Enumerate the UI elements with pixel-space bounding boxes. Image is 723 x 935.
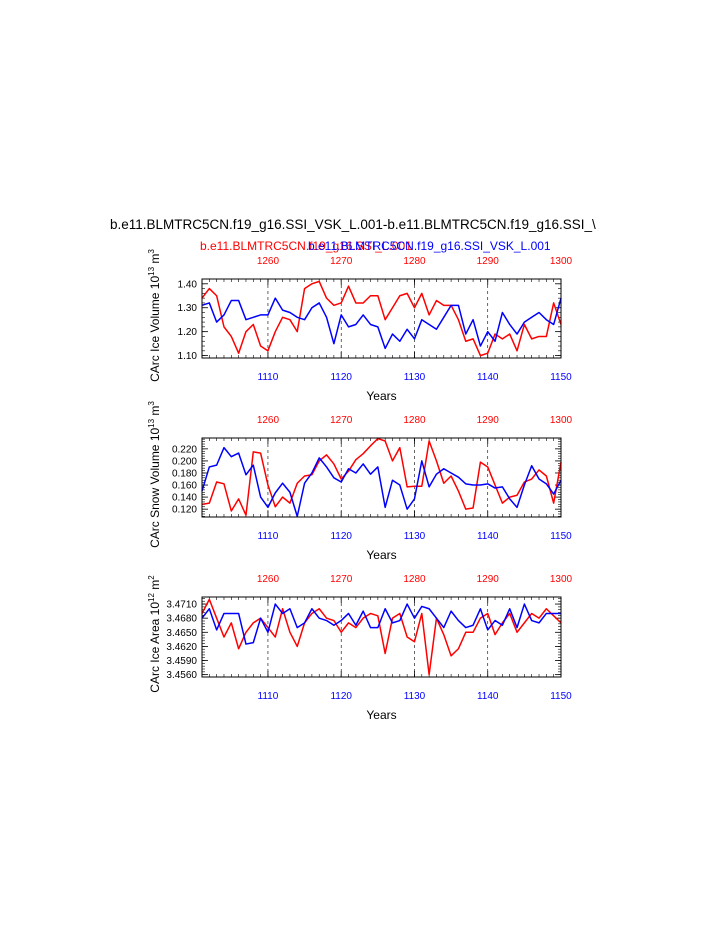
top-tick-label: 1300 [550, 574, 573, 585]
top-tick-label: 1260 [257, 574, 280, 585]
top-tick-label: 1300 [550, 256, 573, 267]
top-tick-label: 1260 [257, 415, 280, 426]
top-tick-label: 1290 [477, 256, 500, 267]
x-tick-label: 1120 [330, 531, 352, 542]
x-axis-label: Years [366, 708, 396, 722]
series-line-red [201, 280, 562, 357]
y-axis-label-part: CArc Ice Area 10 [148, 602, 162, 693]
top-tick-label: 1300 [550, 415, 573, 426]
y-axis-label-part: 12 [147, 593, 156, 602]
chart-panel-1: 1110 1120 1130 1140 1150 1260 1270 1280 1290 1300… [147, 249, 573, 403]
y-tick-label: 1.20 [178, 327, 198, 338]
series-line-blue [201, 297, 562, 350]
top-tick-label: 1270 [330, 574, 353, 585]
y-tick-label: 0.220 [172, 444, 197, 455]
y-tick-label: 0.180 [172, 468, 197, 479]
legend-red-label: b.e11.BLMTRC5CN.f19_g16.SSI_L.001 [200, 239, 412, 253]
y-tick-label: 3.4680 [166, 614, 197, 625]
x-tick-label: 1130 [404, 372, 426, 383]
x-tick-label: 1140 [477, 531, 499, 542]
plot-frame [201, 437, 562, 518]
y-axis-label-part: 3 [147, 249, 156, 254]
y-tick-label: 3.4590 [166, 656, 197, 667]
x-tick-label: 1120 [330, 372, 352, 383]
y-tick-label: 1.40 [178, 279, 198, 290]
y-tick-label: 3.4710 [166, 600, 197, 611]
plot-frame [201, 278, 562, 359]
y-tick-label: 0.160 [172, 481, 197, 492]
y-tick-label: 3.4650 [166, 628, 197, 639]
y-axis-label-part: CArc Snow Volume 10 [148, 427, 162, 547]
legend-blue-label: b.e11.BLMTRC5CN.f19_g16.SSI_VSK_L.001 [308, 239, 551, 253]
top-tick-label: 1280 [403, 415, 426, 426]
x-tick-label: 1150 [550, 531, 572, 542]
x-axis-label: Years [366, 548, 396, 562]
y-axis-label-part: m [148, 580, 162, 593]
y-tick-label: 3.4620 [166, 642, 197, 653]
plot-frame [201, 596, 562, 678]
y-axis-label: CArc Ice Area 1012 m2 [147, 575, 162, 693]
title-clip-mask [612, 210, 723, 240]
top-tick-label: 1270 [330, 256, 353, 267]
top-tick-label: 1280 [403, 256, 426, 267]
top-tick-label: 1260 [257, 256, 280, 267]
x-tick-label: 1120 [330, 691, 352, 702]
series-line-red [201, 598, 562, 676]
top-tick-label: 1270 [330, 415, 353, 426]
x-tick-label: 1110 [258, 372, 279, 383]
y-axis-label: CArc Snow Volume 1013 m3 [147, 401, 162, 548]
y-axis-label: CArc Ice Volume 1013 m3 [147, 249, 162, 382]
x-tick-label: 1150 [550, 372, 572, 383]
x-tick-label: 1130 [404, 691, 426, 702]
x-tick-label: 1140 [477, 691, 499, 702]
top-tick-label: 1280 [403, 574, 426, 585]
chart-panel-3: 1110 1120 1130 1140 1150 1260 1270 1280 1290 1300… [147, 574, 573, 722]
y-tick-label: 0.120 [172, 505, 197, 516]
y-axis-label-part: CArc Ice Volume 10 [148, 276, 162, 382]
y-tick-label: 1.30 [178, 303, 198, 314]
y-tick-label: 1.10 [178, 351, 198, 362]
y-axis-label-part: 13 [147, 266, 156, 275]
y-axis-label-part: m [148, 254, 162, 267]
x-tick-label: 1150 [550, 691, 572, 702]
top-tick-label: 1290 [477, 574, 500, 585]
series-line-blue [201, 603, 561, 645]
top-tick-label: 1290 [477, 415, 500, 426]
y-axis-label-part: 2 [147, 575, 156, 580]
y-tick-label: 0.140 [172, 493, 197, 504]
series-line-red [201, 437, 562, 516]
x-axis-label: Years [366, 389, 396, 403]
x-tick-label: 1110 [258, 691, 279, 702]
x-tick-label: 1130 [404, 531, 426, 542]
x-tick-label: 1140 [477, 372, 499, 383]
x-tick-label: 1110 [258, 531, 279, 542]
y-axis-label-part: 13 [147, 418, 156, 427]
y-axis-label-part: m [148, 406, 162, 419]
figure-title: b.e11.BLMTRC5CN.f19_g16.SSI_VSK_L.001-b.… [110, 217, 596, 232]
y-tick-label: 3.4560 [166, 670, 197, 681]
series-line-blue [201, 446, 562, 518]
chart-panel-2: 1110 1120 1130 1140 1150 1260 1270 1280 1290 1300… [147, 401, 573, 562]
y-tick-label: 0.200 [172, 456, 197, 467]
y-axis-label-part: 3 [147, 401, 156, 406]
